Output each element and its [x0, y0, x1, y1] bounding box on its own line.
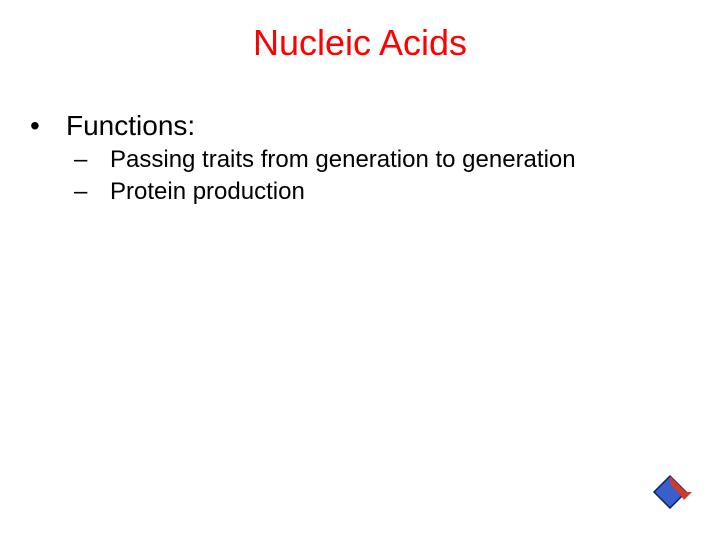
- logo-icon: [648, 470, 692, 514]
- bullet-l2-marker: –: [92, 178, 110, 206]
- bullet-l2-text: Protein production: [110, 178, 305, 205]
- slide: Nucleic Acids •Functions: –Passing trait…: [0, 0, 720, 540]
- bullet-level1-item: •Functions:: [18, 110, 720, 142]
- bullet-l2-text: Passing traits from generation to genera…: [110, 146, 576, 173]
- bullet-l1-text: Functions:: [66, 110, 195, 141]
- bullet-l1-marker: •: [48, 110, 66, 142]
- slide-title: Nucleic Acids: [0, 0, 720, 74]
- bullet-level2-item: –Protein production: [18, 178, 720, 206]
- bullet-l2-marker: –: [92, 146, 110, 174]
- bullet-level2-item: –Passing traits from generation to gener…: [18, 146, 720, 174]
